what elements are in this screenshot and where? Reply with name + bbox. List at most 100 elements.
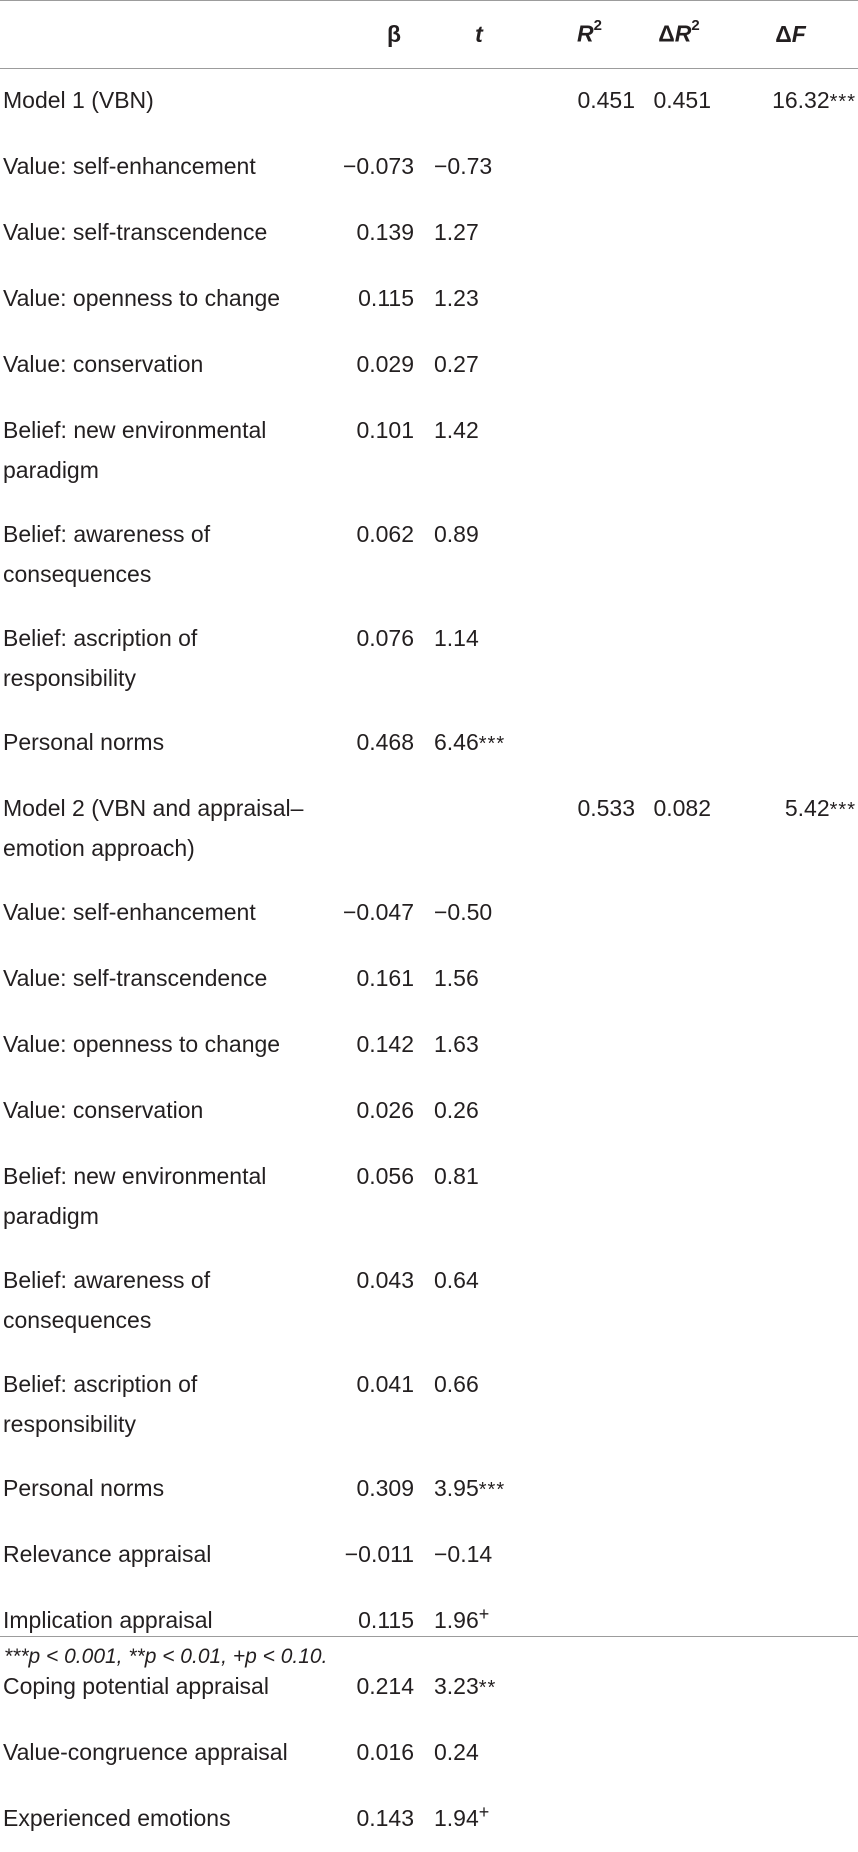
delta-f-cell [723, 1248, 858, 1352]
t-cell: 0.26 [414, 1078, 544, 1144]
beta-cell: 0.056 [356, 1163, 414, 1189]
header-rule [0, 68, 858, 69]
row-label: Relevance appraisal [3, 1541, 212, 1567]
table-row: Value: openness to change 0.142 1.63 [0, 1012, 858, 1078]
t-value: 1.56 [434, 965, 479, 991]
delta-f-cell [723, 502, 858, 606]
t-value: 0.89 [434, 521, 479, 547]
t-cell: 3.23** [414, 1654, 544, 1720]
beta-cell: 0.214 [356, 1673, 414, 1699]
r2-cell: 0.533 [577, 795, 635, 821]
t-value: 3.23 [434, 1673, 479, 1699]
table-row: Belief: awareness of consequences 0.062 0.… [0, 502, 858, 606]
row-label: Personal norms [3, 729, 165, 755]
r2-cell [544, 398, 635, 502]
beta-cell: 0.142 [356, 1031, 414, 1057]
beta-cell: 0.043 [356, 1267, 414, 1293]
delta-r2-cell [635, 710, 723, 776]
delta-r2-cell [635, 606, 723, 710]
header-row: β t R2 ΔR2 ΔF [0, 0, 858, 68]
t-value: 1.27 [434, 219, 479, 245]
table-row: Personal norms 0.468 6.46*** [0, 710, 858, 776]
t-value: 1.96 [434, 1607, 479, 1633]
top-rule [0, 0, 858, 1]
delta-f-cell [723, 1720, 858, 1786]
beta-cell: 0.143 [356, 1805, 414, 1831]
t-significance-mark: *** [478, 1479, 506, 1501]
row-label: Model 1 (VBN) [3, 87, 154, 113]
delta-f-cell [723, 1786, 858, 1852]
t-significance-mark: + [478, 1604, 490, 1624]
delta-f-cell [723, 266, 858, 332]
table-body: Model 1 (VBN) 0.451 0.451 16.32*** Value: se… [0, 68, 858, 1852]
row-label: Belief: ascription of responsibility [3, 625, 198, 691]
beta-cell: 0.101 [356, 417, 414, 443]
t-value: 3.95 [434, 1475, 479, 1501]
beta-cell: 0.161 [356, 965, 414, 991]
delta-r2-cell [635, 946, 723, 1012]
t-cell: 1.42 [414, 398, 544, 502]
t-value: 1.14 [434, 625, 479, 651]
delta-r2-cell [635, 1786, 723, 1852]
t-value: 0.64 [434, 1267, 479, 1293]
delta-f-value: 5.42 [784, 795, 830, 821]
r2-cell [544, 332, 635, 398]
row-label: Value: self-transcendence [3, 219, 268, 245]
t-cell: 0.64 [414, 1248, 544, 1352]
delta-r2-cell [635, 200, 723, 266]
delta-f-cell [723, 1352, 858, 1456]
t-value: 1.94 [434, 1805, 479, 1831]
r2-cell [544, 502, 635, 606]
row-label: Value-congruence appraisal [3, 1739, 288, 1765]
t-significance-mark: + [478, 1802, 490, 1822]
t-value: 0.26 [434, 1097, 479, 1123]
t-cell: 1.27 [414, 200, 544, 266]
delta-f-significance-mark: *** [829, 799, 856, 821]
beta-cell: 0.468 [356, 729, 414, 755]
delta-f-cell [723, 1588, 858, 1654]
delta-r2-cell: 0.082 [653, 795, 711, 821]
table-row: Value: conservation 0.026 0.26 [0, 1078, 858, 1144]
r2-cell: 0.451 [577, 87, 635, 113]
t-cell: 1.94+ [414, 1786, 544, 1852]
delta-f-value: 16.32 [772, 87, 830, 113]
t-cell: 0.89 [414, 502, 544, 606]
delta-f-cell [723, 1654, 858, 1720]
delta-r2-cell [635, 1012, 723, 1078]
row-label: Value: conservation [3, 1097, 204, 1123]
table-row: Belief: new environmental paradigm 0.101 1… [0, 398, 858, 502]
r2-cell [544, 1012, 635, 1078]
delta-r2-cell [635, 1720, 723, 1786]
header-delta-f: ΔF [775, 20, 806, 47]
t-cell: 6.46*** [414, 710, 544, 776]
delta-f-cell [723, 1456, 858, 1522]
t-cell: 1.56 [414, 946, 544, 1012]
row-label: Value: self-enhancement [3, 153, 256, 179]
row-label: Value: self-transcendence [3, 965, 268, 991]
r2-cell [544, 1654, 635, 1720]
beta-cell [314, 776, 414, 880]
delta-f-cell [723, 606, 858, 710]
row-label: Implication appraisal [3, 1607, 213, 1633]
row-label: Belief: new environmental paradigm [3, 417, 267, 483]
r2-cell [544, 880, 635, 946]
t-cell: 3.95*** [414, 1456, 544, 1522]
delta-f-cell [723, 200, 858, 266]
delta-f-cell: 5.42*** [723, 776, 858, 880]
delta-f-cell [723, 710, 858, 776]
delta-f-cell [723, 332, 858, 398]
delta-f-cell [723, 946, 858, 1012]
t-cell: 1.23 [414, 266, 544, 332]
table-row: Experienced emotions 0.143 1.94+ [0, 1786, 858, 1852]
r2-cell [544, 200, 635, 266]
delta-f-cell [723, 134, 858, 200]
row-label: Personal norms [3, 1475, 165, 1501]
beta-cell: 0.076 [356, 625, 414, 651]
r2-cell [544, 1786, 635, 1852]
t-cell [414, 776, 544, 880]
r2-cell [544, 946, 635, 1012]
row-label: Belief: new environmental paradigm [3, 1163, 267, 1229]
t-value: −0.50 [434, 899, 493, 925]
t-value: 0.24 [434, 1739, 479, 1765]
